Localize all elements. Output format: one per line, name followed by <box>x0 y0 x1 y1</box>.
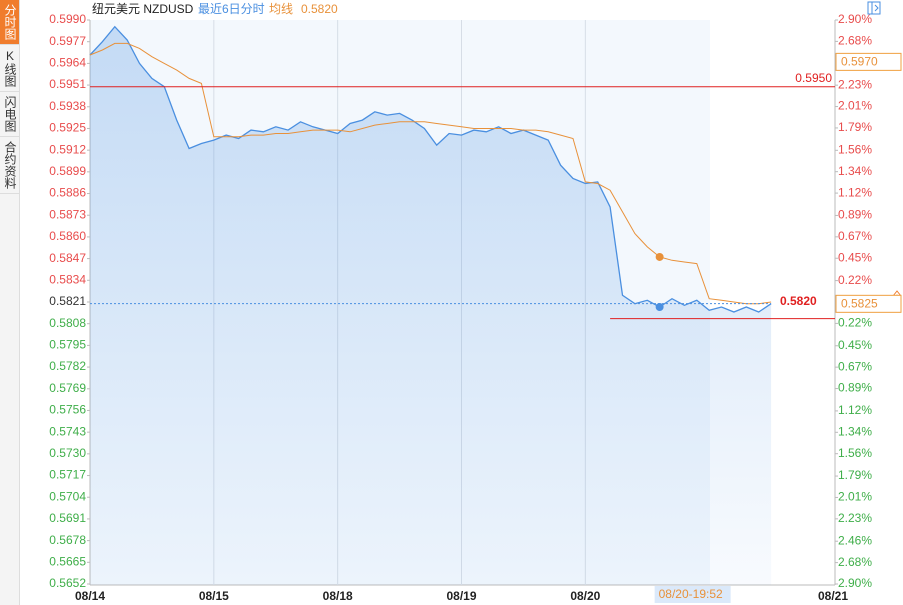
x-tick-label: 08/19 <box>446 589 476 603</box>
y2-tick-label: 1.12% <box>838 403 872 417</box>
price-box <box>835 294 902 313</box>
y-tick-label: 0.5847 <box>49 251 86 265</box>
y2-tick-label: 1.34% <box>838 164 872 178</box>
cursor-label: 08/20-19:52 <box>659 587 723 601</box>
y-tick-label: 0.5912 <box>49 142 86 156</box>
y-tick-label: 0.5951 <box>49 77 86 91</box>
y-tick-label: 0.5743 <box>49 424 86 438</box>
legend-value: 0.5820 <box>301 2 338 16</box>
tab[interactable]: 闪电图 <box>0 92 19 137</box>
y2-tick-label: 1.79% <box>838 468 872 482</box>
y2-tick-label: 1.79% <box>838 120 872 134</box>
cursor-box <box>654 586 731 603</box>
y2-tick-label: 0.22% <box>838 316 872 330</box>
corner-icon[interactable] <box>867 1 881 15</box>
y-tick-label: 0.5808 <box>49 316 86 330</box>
y2-tick-label: 2.90% <box>838 576 872 590</box>
y2-tick-label: 2.68% <box>838 34 872 48</box>
tab[interactable]: 分时图 <box>0 0 19 45</box>
y-tick-label: 0.5769 <box>49 381 86 395</box>
last-price-label: 0.5820 <box>780 294 817 308</box>
y-tick-label: 0.5652 <box>49 576 86 590</box>
y-tick-label: 0.5964 <box>49 56 86 70</box>
y-tick-label: 0.5899 <box>49 164 86 178</box>
price-area <box>90 26 772 585</box>
cursor-dot <box>655 303 664 312</box>
y-tick-label: 0.5678 <box>49 533 86 547</box>
reference-label: 0.5950 <box>795 71 832 85</box>
y2-tick-label: 0.45% <box>838 338 872 352</box>
x-tick-label: 08/20 <box>570 589 600 603</box>
sidebar: 分时图 K线图 闪电图 合约资料 <box>0 0 20 605</box>
x-tick-label: 08/15 <box>199 589 229 603</box>
y-tick-label: 0.5782 <box>49 359 86 373</box>
y-tick-label: 0.5925 <box>49 121 86 135</box>
y-tick-label: 0.5990 <box>49 12 86 26</box>
y2-tick-label: 1.12% <box>838 185 872 199</box>
y2-tick-label: 0.89% <box>838 208 872 222</box>
y2-tick-label: 2.01% <box>838 99 872 113</box>
price-box-label: 0.5970 <box>841 55 878 69</box>
y-tick-label: 0.5756 <box>49 403 86 417</box>
y2-tick-label: 1.56% <box>838 142 872 156</box>
y-tick-label: 0.5691 <box>49 511 86 525</box>
y2-tick-label: 2.01% <box>838 490 872 504</box>
y-tick-label: 0.5704 <box>49 489 86 503</box>
y2-tick-label: 2.23% <box>838 511 872 525</box>
y-tick-label: 0.5665 <box>49 554 86 568</box>
chart-subtitle: 最近6日分时 <box>198 2 265 16</box>
y-tick-label: 0.5886 <box>49 186 86 200</box>
y2-tick-label: 0.22% <box>838 273 872 287</box>
x-tick-label: 08/21 <box>818 589 848 603</box>
y2-tick-label: 0.67% <box>838 229 872 243</box>
x-tick-label: 08/18 <box>323 589 353 603</box>
y-tick-label: 0.5873 <box>49 207 86 221</box>
y-tick-label: 0.5821 <box>49 294 86 308</box>
x-tick-label: 08/14 <box>75 589 105 603</box>
y2-tick-label: 2.90% <box>838 12 872 26</box>
y-tick-label: 0.5795 <box>49 338 86 352</box>
y2-tick-label: 0.89% <box>838 381 872 395</box>
tab[interactable]: K线图 <box>0 45 19 92</box>
price-box-label: 0.5825 <box>841 296 878 310</box>
y-tick-label: 0.5860 <box>49 229 86 243</box>
cursor-dot <box>655 252 664 261</box>
y-tick-label: 0.5977 <box>49 34 86 48</box>
y2-tick-label: 1.34% <box>838 424 872 438</box>
y2-tick-label: 1.56% <box>838 446 872 460</box>
price-box <box>835 52 902 71</box>
y2-tick-label: 2.23% <box>838 77 872 91</box>
chart-title: 纽元美元 NZDUSD <box>92 2 194 16</box>
y-tick-label: 0.5938 <box>49 99 86 113</box>
y2-tick-label: 2.68% <box>838 555 872 569</box>
y2-tick-label: 0.45% <box>838 250 872 264</box>
y2-tick-label: 0.67% <box>838 359 872 373</box>
y-tick-label: 0.5834 <box>49 272 86 286</box>
y-tick-label: 0.5730 <box>49 446 86 460</box>
tab[interactable]: 合约资料 <box>0 137 19 194</box>
legend-entry: 均线 <box>269 2 293 16</box>
y-tick-label: 0.5717 <box>49 468 86 482</box>
y2-tick-label: 2.46% <box>838 533 872 547</box>
